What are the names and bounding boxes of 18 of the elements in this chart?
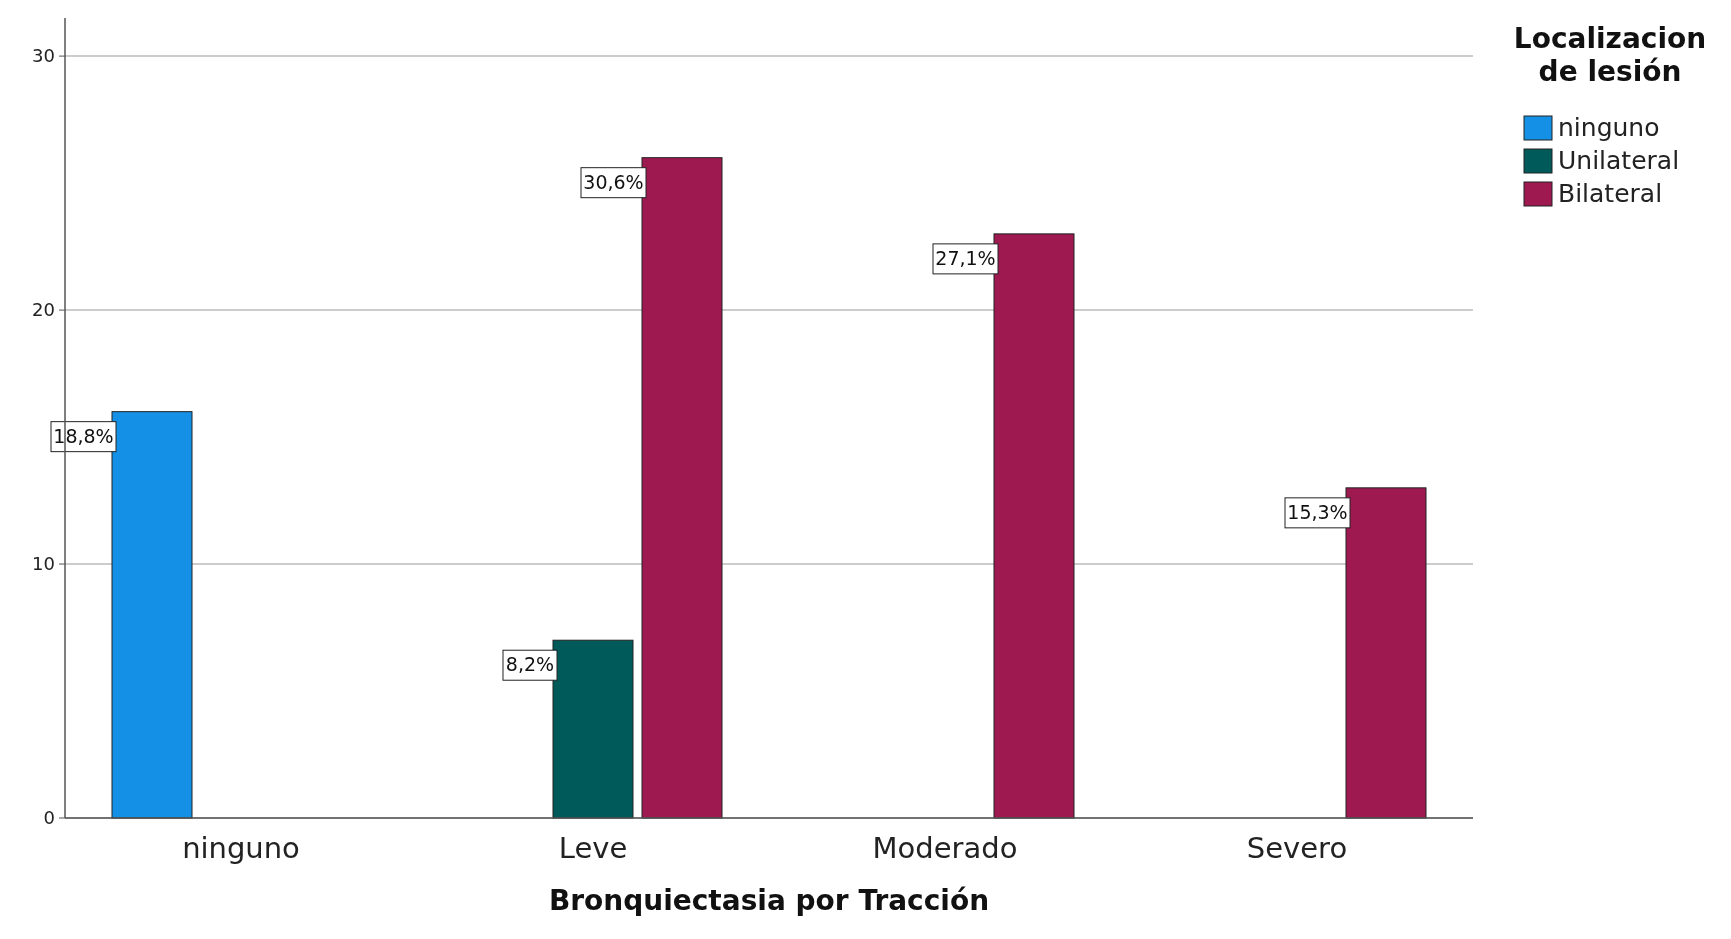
y-tick-label: 30 <box>32 45 55 67</box>
annotation: 18,8% <box>53 424 114 447</box>
x-tick-label: Leve <box>558 831 628 865</box>
annotation: 15,3% <box>1287 500 1348 523</box>
x-tick-label: Moderado <box>872 831 1018 865</box>
legend-title: Localizacion de lesión <box>1513 22 1707 88</box>
legend-label: ninguno <box>1558 113 1660 142</box>
annotation: 30,6% <box>583 170 644 193</box>
annotation: 8,2% <box>505 653 555 676</box>
x-axis-title: Bronquiectasia por Tracción <box>548 884 990 917</box>
legend-label: Bilateral <box>1558 179 1663 208</box>
y-tick-label: 0 <box>43 807 55 828</box>
annotation: 27,1% <box>935 246 996 269</box>
x-tick-label: ninguno <box>182 831 300 865</box>
legend-label: Unilateral <box>1558 146 1680 175</box>
y-tick-label: 20 <box>32 299 55 321</box>
y-tick-label: 10 <box>32 553 55 575</box>
x-tick-label: Severo <box>1246 831 1348 865</box>
